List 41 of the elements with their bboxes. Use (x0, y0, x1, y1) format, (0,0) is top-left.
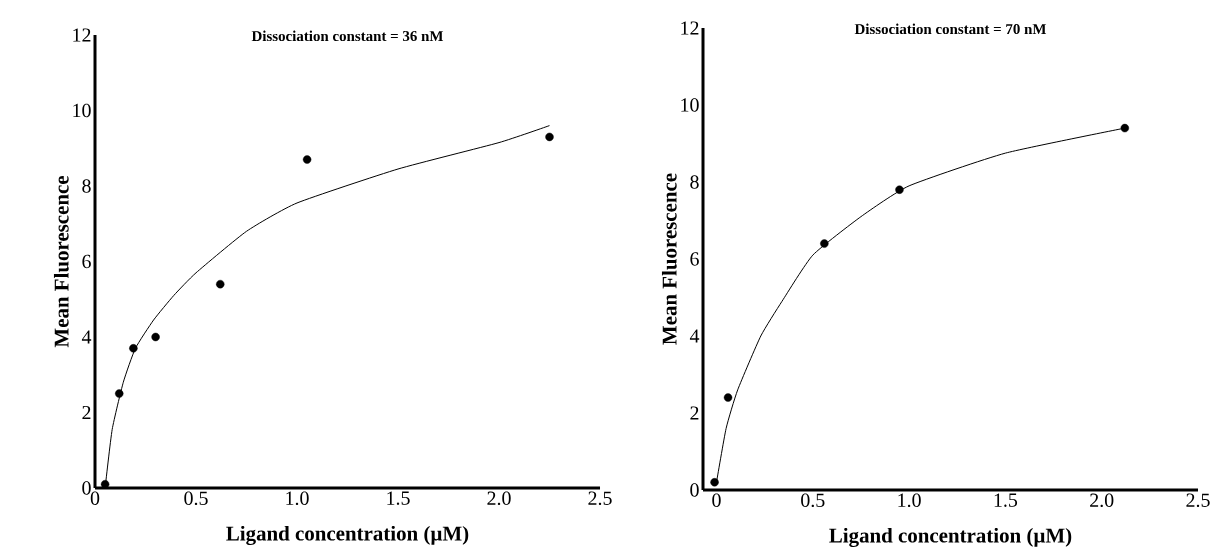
y-tick-label: 6 (690, 252, 699, 266)
y-tick-label: 10 (73, 103, 91, 118)
point (216, 279, 225, 289)
point (710, 477, 719, 487)
point (820, 239, 829, 248)
x-tick-label: 0.5 (184, 491, 208, 505)
point (151, 332, 160, 342)
x-tick-label: 1.0 (286, 491, 309, 505)
x-tick-label: 0.5 (801, 493, 825, 507)
x-tick-label: 0 (712, 493, 721, 507)
point (723, 393, 733, 402)
y-tick-label: 0 (82, 481, 91, 495)
y-tick-label: 4 (689, 329, 700, 343)
y-axis-title: Mean Fluorescence (661, 173, 677, 345)
x-tick-label: 2.5 (1186, 493, 1210, 507)
y-tick-label: 6 (82, 254, 91, 269)
y-tick-label: 12 (73, 28, 91, 42)
chart-title: Dissociation constant = 36 nM (251, 30, 444, 41)
point (302, 155, 312, 164)
y-axis-title: Mean Fluorescence (53, 175, 69, 348)
y-tick-label: 4 (81, 330, 92, 344)
y-tick-label: 12 (681, 21, 699, 35)
point (129, 343, 138, 353)
chart-title: Dissociation constant = 70 nM (854, 23, 1047, 34)
point (1120, 123, 1130, 133)
x-tick-label: 1.5 (387, 491, 410, 505)
x-tick-label: 2.0 (487, 491, 511, 505)
x-tick-label: 1.0 (898, 493, 921, 507)
point (545, 132, 554, 141)
x-tick-label: 2.5 (588, 491, 612, 505)
y-tick-label: 2 (82, 405, 91, 419)
y-tick-label: 8 (690, 175, 699, 189)
x-tick-label: 2.0 (1090, 493, 1114, 507)
y-tick-label: 10 (681, 98, 699, 112)
y-tick-label: 2 (690, 406, 699, 420)
x-axis-title: Ligand concentration (µM) (829, 527, 1072, 547)
y-tick-label: 8 (82, 179, 91, 193)
point (895, 185, 904, 194)
point (115, 389, 124, 398)
x-tick-label: 1.5 (994, 493, 1018, 507)
x-axis-title: Ligand concentration (µM) (226, 525, 469, 545)
